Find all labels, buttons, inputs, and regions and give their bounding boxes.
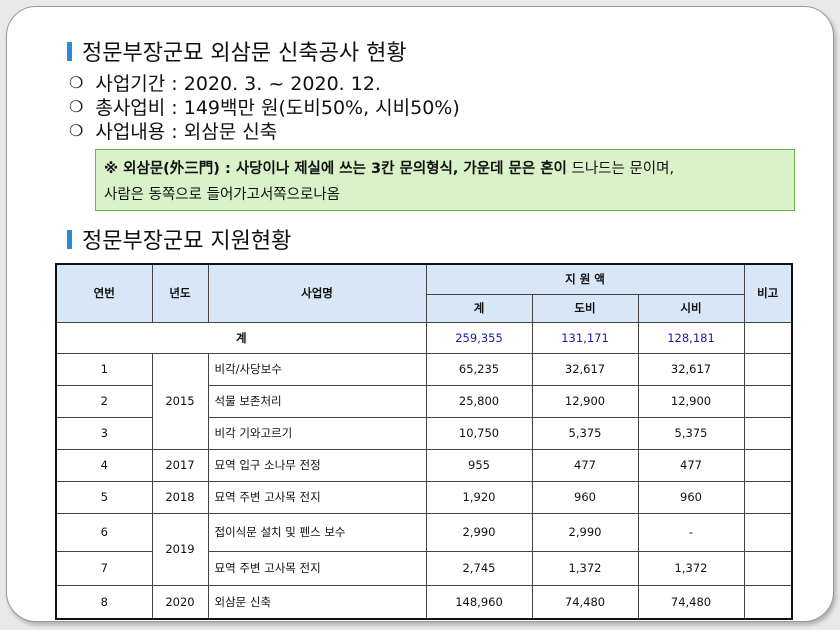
cell-total: 65,235 [425,352,533,386]
cell-total: 1,920 [425,480,533,514]
cell-remarks [743,512,793,552]
bullet-text: 사업기간 : 2020. 3. ~ 2020. 12. [95,73,381,95]
cell-no: 6 [55,512,153,552]
table-row: 1 2015 비각/사당보수 65,235 32,617 32,617 [55,352,793,450]
table-row: 2 석물 보존처리 25,800 12,900 12,900 [55,384,793,418]
cell-total: 2,990 [425,512,533,552]
cell-city: 12,900 [637,384,745,418]
cell-remarks [743,384,793,418]
cell-project: 외삼문 신축 [207,584,427,620]
section-title: 정문부장군묘 외삼문 신축공사 현황 [67,35,407,67]
cell-project: 석물 보존처리 [207,384,427,418]
cell-remarks [743,550,793,586]
cell-provincial: 960 [531,480,639,514]
cell-no: 3 [55,416,153,450]
bullet-budget: ❍ 총사업비 : 149백만 원(도비50%, 시비50%) [69,93,460,120]
bullet-period: ❍ 사업기간 : 2020. 3. ~ 2020. 12. [69,69,381,96]
header-year: 년도 [151,263,209,323]
cell-project: 묘역 주변 고사목 전지 [207,480,427,514]
cell-provincial: 477 [531,448,639,482]
circle-bullet-icon: ❍ [69,97,84,116]
cell-provincial: 5,375 [531,416,639,450]
header-city: 시비 [637,293,745,323]
cell-project: 비각 기와고르기 [207,416,427,450]
cell-provincial: 32,617 [531,352,639,386]
cell-remarks [743,448,793,482]
circle-bullet-icon: ❍ [69,121,84,140]
bullet-content: ❍ 사업내용 : 외삼문 신축 [69,117,277,144]
section-title: 정문부장군묘 지원현황 [67,223,291,255]
header-provincial: 도비 [531,293,639,323]
support-status-table: 연번 년도 사업명 지 원 액 비고 계 도비 시비 계 259,355 131… [55,263,793,620]
cell-year: 2017 [151,448,209,482]
table-total-row: 계 259,355 131,171 128,181 [55,321,793,354]
header-amount: 지 원 액 [425,263,745,295]
section-title-text: 정문부장군묘 외삼문 신축공사 현황 [82,41,407,66]
table-row: 8 2020 외삼문 신축 148,960 74,480 74,480 [55,584,793,620]
header-no: 연번 [55,263,153,323]
header-remarks: 비고 [743,263,793,323]
note-line-2: 사람은 동쪽으로 들어가고서쪽으로나옴 [104,187,340,203]
total-label: 계 [55,321,427,354]
cell-no: 7 [55,550,153,586]
cell-provincial: 74,480 [531,584,639,620]
cell-city: 1,372 [637,550,745,586]
bullet-text: 총사업비 : 149백만 원(도비50%, 시비50%) [95,97,460,119]
table-row: 5 2018 묘역 주변 고사목 전지 1,920 960 960 [55,480,793,514]
cell-no: 1 [55,352,153,386]
cell-project: 비각/사당보수 [207,352,427,386]
cell-no: 8 [55,584,153,620]
cell-total: 148,960 [425,584,533,620]
cell-no: 4 [55,448,153,482]
cell-year: 2020 [151,584,209,620]
title-marker [67,41,72,61]
header-total: 계 [425,293,533,323]
cell-project: 접이식문 설치 및 펜스 보수 [207,512,427,552]
cell-total: 10,750 [425,416,533,450]
cell-remarks [743,584,793,620]
circle-bullet-icon: ❍ [69,73,84,92]
cell-year: 2019 [151,512,209,586]
table-row: 6 2019 접이식문 설치 및 펜스 보수 2,990 2,990 - [55,512,793,586]
cell-total: 2,745 [425,550,533,586]
cell-city: 5,375 [637,416,745,450]
cell-year: 2018 [151,480,209,514]
table-row: 4 2017 묘역 입구 소나무 전정 955 477 477 [55,448,793,482]
total-remarks [743,321,793,354]
cell-city: 477 [637,448,745,482]
title-marker [67,229,72,249]
note-line-1: ※ 외삼문(外三門) : 사당이나 제실에 쓰는 3칸 문의형식, 가운데 문은… [104,156,786,182]
cell-city: 32,617 [637,352,745,386]
cell-year: 2015 [151,352,209,450]
slide: 정문부장군묘 외삼문 신축공사 현황 ❍ 사업기간 : 2020. 3. ~ 2… [6,6,834,622]
note-bold-text: ※ 외삼문(外三門) : 사당이나 제실에 쓰는 3칸 문의형식, 가운데 문은… [104,161,567,177]
total-provincial: 131,171 [531,321,639,354]
cell-provincial: 1,372 [531,550,639,586]
cell-remarks [743,352,793,386]
cell-total: 955 [425,448,533,482]
cell-remarks [743,416,793,450]
cell-no: 2 [55,384,153,418]
section-title-text: 정문부장군묘 지원현황 [82,229,292,254]
cell-provincial: 2,990 [531,512,639,552]
bullet-text: 사업내용 : 외삼문 신축 [95,121,278,143]
cell-city: - [637,512,745,552]
cell-city: 960 [637,480,745,514]
cell-city: 74,480 [637,584,745,620]
cell-remarks [743,480,793,514]
cell-project: 묘역 주변 고사목 전지 [207,550,427,586]
total-city: 128,181 [637,321,745,354]
definition-note-box: ※ 외삼문(外三門) : 사당이나 제실에 쓰는 3칸 문의형식, 가운데 문은… [95,149,795,211]
cell-project: 묘역 입구 소나무 전정 [207,448,427,482]
cell-total: 25,800 [425,384,533,418]
cell-provincial: 12,900 [531,384,639,418]
header-project: 사업명 [207,263,427,323]
note-normal-text: 드나드는 문이며, [566,161,675,177]
cell-no: 5 [55,480,153,514]
total-sum: 259,355 [425,321,533,354]
